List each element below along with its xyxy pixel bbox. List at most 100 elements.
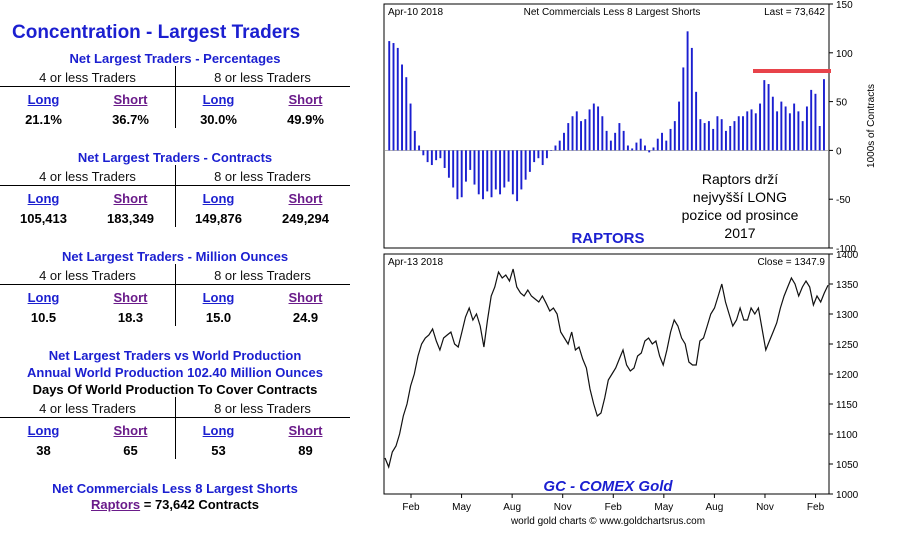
bar <box>699 119 702 151</box>
col-long-8[interactable]: Long <box>202 92 235 107</box>
col-long-4[interactable]: Long <box>27 423 60 438</box>
y-tick-label: 1350 <box>836 280 859 291</box>
bar <box>418 145 421 151</box>
bar <box>733 121 736 151</box>
bar <box>656 138 659 151</box>
section-title-percentages: Net Largest Traders - Percentages <box>69 51 281 66</box>
x-tick-label: Nov <box>756 502 774 513</box>
col-long-8[interactable]: Long <box>202 423 235 438</box>
section-title-ounces: Net Largest Traders - Million Ounces <box>61 249 289 264</box>
value-cell: 249,294 <box>282 211 329 226</box>
bar <box>486 150 489 192</box>
col-short-4[interactable]: Short <box>113 191 148 206</box>
y-tick-label: 0 <box>836 146 842 157</box>
bar <box>682 67 685 151</box>
bar <box>592 103 595 151</box>
raptors-link[interactable]: Raptors <box>91 497 141 512</box>
bar <box>716 116 719 151</box>
bar <box>503 150 506 188</box>
col-long-4[interactable]: Long <box>27 92 60 107</box>
top-chart-bars <box>388 31 825 202</box>
bar <box>575 111 578 151</box>
col-short-8[interactable]: Short <box>288 92 323 107</box>
col-short-8[interactable]: Short <box>288 290 323 305</box>
bar <box>707 121 710 151</box>
x-tick-label: Feb <box>402 502 420 513</box>
group-label-8: 8 or less Traders <box>214 169 311 184</box>
group-label-4: 4 or less Traders <box>39 401 136 416</box>
bar <box>409 103 412 151</box>
col-long-8[interactable]: Long <box>202 191 235 206</box>
bar <box>797 111 800 151</box>
group-label-4: 4 or less Traders <box>39 268 136 283</box>
col-short-4[interactable]: Short <box>113 423 148 438</box>
bar <box>516 150 519 202</box>
bar <box>818 126 821 151</box>
annotation-line-4: 2017 <box>724 225 755 241</box>
y-tick-label: 100 <box>836 49 853 60</box>
bar <box>396 47 399 151</box>
bar <box>571 116 574 151</box>
bar <box>788 113 791 151</box>
col-long-4[interactable]: Long <box>27 191 60 206</box>
section-title-production: Net Largest Traders vs World Production <box>48 348 302 363</box>
bar <box>460 150 463 198</box>
bar <box>426 150 429 163</box>
x-tick-label: May <box>452 502 471 513</box>
y-tick-label: 150 <box>836 0 853 11</box>
group-label-4: 4 or less Traders <box>39 70 136 85</box>
bar <box>601 116 604 151</box>
bar <box>392 43 395 151</box>
concentration-panel: Concentration - Largest Traders Net Larg… <box>0 0 360 540</box>
col-long-8[interactable]: Long <box>202 290 235 305</box>
bar <box>588 109 591 151</box>
group-label-4: 4 or less Traders <box>39 169 136 184</box>
x-tick-label: Feb <box>605 502 623 513</box>
footer-title: Net Commercials Less 8 Largest Shorts <box>52 481 298 496</box>
value-cell: 36.7% <box>112 112 149 127</box>
divider <box>175 165 176 227</box>
top-series-label: RAPTORS <box>571 230 644 247</box>
bar <box>537 150 540 159</box>
y-tick-label: 1200 <box>836 370 859 381</box>
bottom-date-label: Apr-13 2018 <box>388 257 443 268</box>
y-tick-label: 1100 <box>836 430 858 441</box>
bar <box>511 150 514 195</box>
bar <box>742 116 744 151</box>
value-cell: 30.0% <box>200 112 237 127</box>
bar <box>631 148 634 151</box>
col-short-4[interactable]: Short <box>113 290 148 305</box>
col-long-4[interactable]: Long <box>27 290 60 305</box>
bar <box>605 130 608 151</box>
bar <box>686 31 689 151</box>
bar <box>644 145 646 151</box>
y-tick-label: -100 <box>836 244 856 255</box>
bar <box>413 130 416 151</box>
bar <box>494 150 497 190</box>
bar <box>793 103 796 151</box>
value-cell: 21.1% <box>25 112 62 127</box>
bar <box>754 113 757 151</box>
bar <box>439 150 442 159</box>
y-tick-label: 1300 <box>836 310 859 321</box>
x-tick-label: Nov <box>554 502 572 513</box>
group-label-8: 8 or less Traders <box>214 70 311 85</box>
bar <box>507 150 510 182</box>
bar <box>443 150 446 168</box>
bar <box>563 132 565 151</box>
y-tick-label: 1250 <box>836 340 859 351</box>
col-short-8[interactable]: Short <box>288 423 323 438</box>
bottom-chart-frame <box>383 253 830 495</box>
bar <box>614 132 617 151</box>
value-cell: 49.9% <box>287 112 324 127</box>
raptors-value: = 73,642 Contracts <box>140 497 259 512</box>
col-short-4[interactable]: Short <box>113 92 148 107</box>
bar <box>456 150 459 200</box>
section-subtitle-production: Annual World Production 102.40 Million O… <box>27 365 323 380</box>
bar <box>584 119 587 151</box>
bar <box>477 150 480 195</box>
col-short-8[interactable]: Short <box>288 191 323 206</box>
bar <box>678 101 681 151</box>
bottom-chart-yaxis: 1000 1050 1100 1150 1200 1250 1300 1350 1400 <box>829 250 859 501</box>
